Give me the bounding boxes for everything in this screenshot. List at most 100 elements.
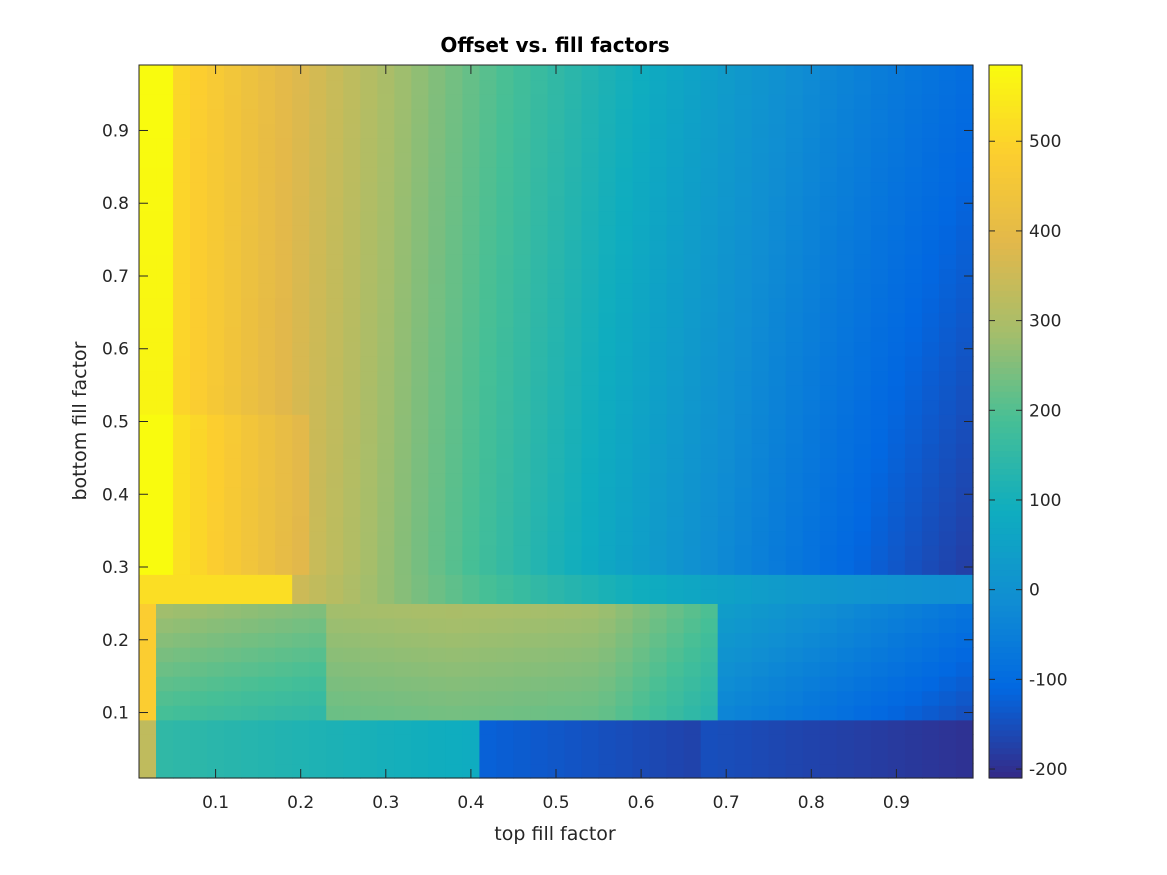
heatmap-cell [241,254,259,270]
colorbar-segment [989,225,1022,232]
heatmap-cell [598,516,617,532]
colorbar-segment [989,243,1022,250]
heatmap-cell [173,195,191,212]
heatmap-cell [853,705,872,721]
heatmap-cell [887,414,906,430]
heatmap-cell [547,690,566,706]
heatmap-cell [530,516,549,532]
colorbar-segment [989,451,1022,458]
heatmap-cell [292,617,310,634]
heatmap-cell [547,545,566,561]
heatmap-cell [343,152,361,168]
heatmap-cell [836,501,855,517]
heatmap-cell [343,65,361,81]
heatmap-cell [853,632,872,648]
heatmap-cell [139,385,157,401]
heatmap-cell [751,719,770,735]
heatmap-cell [190,225,208,241]
heatmap-cell [496,166,515,183]
heatmap-cell [513,210,532,226]
heatmap-cell [258,414,276,430]
heatmap-cell [598,617,617,634]
heatmap-cell [377,530,395,546]
heatmap-cell [581,661,600,677]
heatmap-cell [819,65,838,81]
heatmap-cell [751,108,770,124]
heatmap-cell [377,501,395,517]
heatmap-cell [683,530,702,546]
heatmap-cell [479,65,498,81]
colorbar-segment [989,558,1022,565]
heatmap-cell [190,690,208,706]
heatmap-cell [156,501,174,517]
heatmap-cell [360,195,378,212]
heatmap-cell [564,254,583,270]
heatmap-cell [496,341,515,357]
colorbar-segment [989,267,1022,274]
heatmap-cell [955,79,974,95]
heatmap-cell [700,428,719,444]
heatmap-cell [428,326,446,343]
heatmap-cell [598,181,617,197]
heatmap-cell [309,283,327,299]
heatmap-cell [394,239,412,255]
heatmap-cell [938,356,957,372]
heatmap-cell [190,472,208,488]
heatmap-cell [496,603,515,619]
heatmap-cell [547,210,566,226]
heatmap-cell [870,588,889,604]
heatmap-cell [938,632,957,648]
heatmap-cell [785,516,804,532]
heatmap-cell [241,545,259,561]
heatmap-cell [785,370,804,386]
heatmap-cell [887,210,906,226]
heatmap-cell [700,370,719,386]
heatmap-cell [411,283,429,299]
heatmap-cell [445,486,463,503]
heatmap-cell [870,414,889,430]
heatmap-cell [717,443,736,459]
heatmap-cell [955,763,974,779]
heatmap-cell [207,152,225,168]
heatmap-cell [190,588,208,604]
heatmap-cell [632,603,651,619]
heatmap-cell [190,763,208,779]
heatmap-cell [904,530,923,546]
heatmap-cell [394,559,412,575]
heatmap-cell [581,545,600,561]
colorbar-segment [989,605,1022,613]
heatmap-cell [394,530,412,546]
heatmap-cell [751,239,770,255]
heatmap-cell [734,661,753,677]
heatmap-cell [513,254,532,270]
heatmap-cell [853,617,872,634]
heatmap-cell [173,486,191,503]
heatmap-cell [938,225,957,241]
heatmap-cell [360,559,378,575]
heatmap-cell [887,254,906,270]
heatmap-cell [598,690,617,706]
heatmap-cell [377,370,395,386]
heatmap-cell [870,676,889,692]
heatmap-cell [428,312,446,328]
heatmap-cell [292,676,310,692]
heatmap-cell [836,326,855,343]
heatmap-cell [530,152,549,168]
colorbar-segment [989,189,1022,197]
heatmap-cell [870,516,889,532]
heatmap-cell [462,254,481,270]
heatmap-cell [751,472,770,488]
heatmap-cell [615,123,634,139]
heatmap-cell [581,734,600,750]
heatmap-cell [819,297,838,313]
heatmap-cell [802,414,821,430]
heatmap-cell [768,748,787,765]
heatmap-cell [836,734,855,750]
heatmap-cell [836,181,855,197]
heatmap-cell [632,108,651,124]
heatmap-cell [700,763,719,779]
heatmap-cell [173,428,191,444]
heatmap-cell [581,748,600,765]
heatmap-cell [700,443,719,459]
heatmap-cell [241,225,259,241]
